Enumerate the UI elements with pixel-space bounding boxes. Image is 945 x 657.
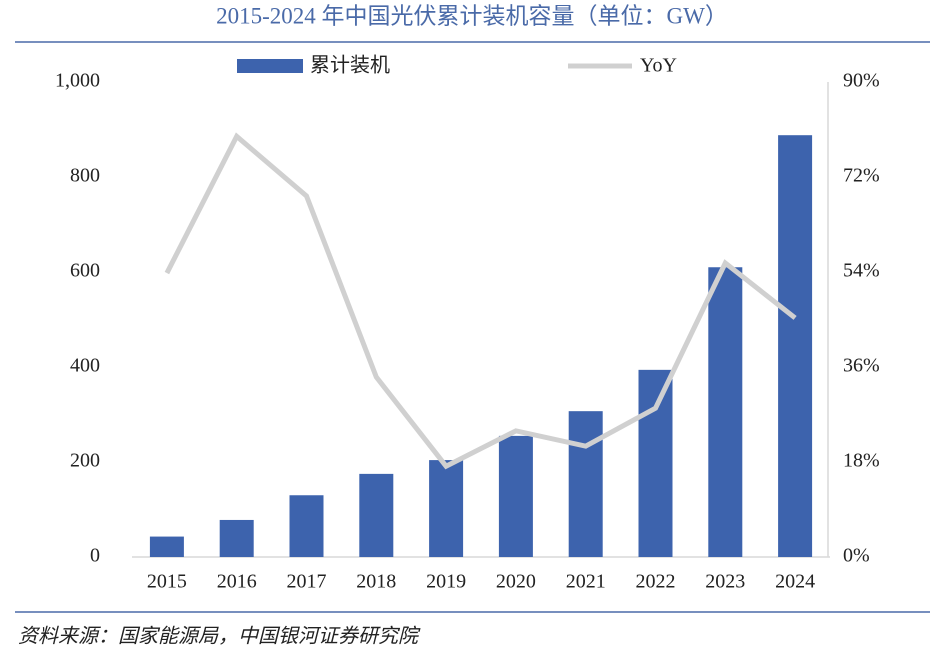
x-tick-label: 2018 [356, 571, 396, 593]
x-tick-label: 2017 [287, 571, 327, 593]
y2-tick-label: 18% [843, 450, 880, 472]
y-tick-label: 200 [70, 450, 100, 472]
y2-tick-label: 36% [843, 355, 880, 377]
y-tick-label: 1,000 [55, 70, 100, 92]
x-tick-label: 2016 [217, 571, 257, 593]
legend-swatch [237, 59, 303, 73]
bar [429, 460, 464, 557]
legend-label: YoY [640, 55, 677, 77]
y2-tick-label: 90% [843, 70, 880, 92]
bar [149, 536, 184, 557]
x-tick-label: 2024 [775, 571, 815, 593]
bar [708, 267, 743, 557]
bar [778, 135, 813, 557]
line-series [164, 132, 797, 470]
x-tick-label: 2015 [147, 571, 187, 593]
y2-tick-label: 0% [843, 545, 870, 567]
y-tick-label: 600 [70, 260, 100, 282]
legend-label: 累计装机 [310, 54, 390, 77]
x-tick-label: 2021 [566, 571, 606, 593]
bar [498, 435, 533, 557]
bar [359, 473, 394, 557]
y2-tick-label: 72% [843, 165, 880, 187]
y-tick-label: 400 [70, 355, 100, 377]
x-tick-label: 2023 [705, 571, 745, 593]
source-note: 资料来源：国家能源局，中国银河证券研究院 [18, 626, 421, 648]
y-tick-label: 0 [90, 545, 100, 567]
chart-title: 2015-2024 年中国光伏累计装机容量（单位：GW） [216, 3, 728, 28]
y2-tick-label: 54% [843, 260, 880, 282]
x-tick-label: 2022 [636, 571, 676, 593]
x-tick-label: 2020 [496, 571, 536, 593]
x-tick-label: 2019 [426, 571, 466, 593]
bar [638, 369, 673, 557]
y-tick-label: 800 [70, 165, 100, 187]
bar [289, 495, 324, 557]
bar [219, 519, 254, 557]
bar [568, 411, 603, 557]
